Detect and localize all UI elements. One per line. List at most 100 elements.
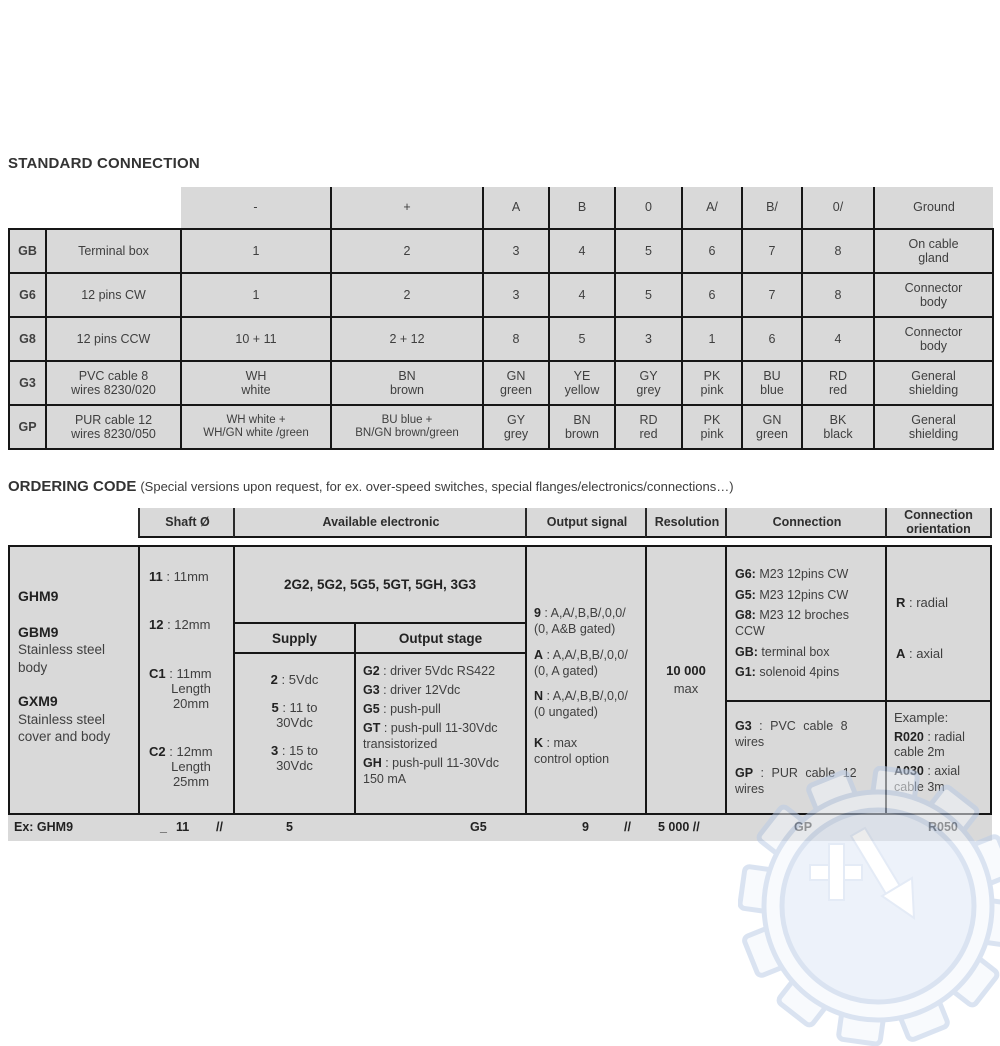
- option-extra: Length 20mm: [171, 680, 211, 711]
- option-desc: : A,A/,B,B/,0,0/ (0, A gated): [534, 647, 628, 678]
- option-code: 5: [271, 700, 279, 715]
- ord-supply-cell: 2 : 5Vdc 5 : 11 to 30Vdc 3 : 15 to 30Vdc: [233, 652, 356, 815]
- ord-shaft-cell: 11 : 11mm 12 : 12mm C1 : 11mm Length 20m…: [138, 545, 235, 815]
- option-code: 11: [149, 569, 163, 584]
- std-cell: 2: [330, 272, 484, 318]
- ord-output-stage-header: Output stage: [354, 622, 527, 654]
- ordering-code-heading: ORDERING CODE (Special versions upon requ…: [8, 478, 734, 495]
- std-cell: 6: [681, 228, 743, 274]
- example-label: Ex: GHM9: [14, 820, 74, 834]
- option-code: 9: [534, 606, 541, 620]
- std-cell: BU blue: [741, 360, 803, 406]
- ord-supply-header: Supply: [233, 622, 356, 654]
- std-cell: YE yellow: [548, 360, 616, 406]
- std-cell: PK pink: [681, 360, 743, 406]
- std-row-label: Terminal box: [45, 228, 182, 274]
- option-code: 2: [270, 672, 278, 687]
- ord-available-electronic-cell: 2G2, 5G2, 5G5, 5GT, 5GH, 3G3: [233, 545, 527, 624]
- supply-option: 5 : 11 to 30Vdc: [235, 700, 354, 730]
- example-header: Example:: [894, 710, 949, 725]
- option-desc: M23 12pins CW: [755, 587, 849, 602]
- example-stage: G5: [470, 820, 487, 834]
- orientation-option: R : radial: [896, 595, 988, 610]
- option-desc: : 15 to 30Vdc: [276, 743, 318, 773]
- std-header-b-inv: B/: [741, 187, 802, 230]
- std-header-row: - + A B 0 A/ B/ 0/ Ground: [9, 187, 993, 230]
- option-desc: : push-pull 11-30Vdc transistorized: [363, 721, 498, 751]
- table-row: GP PUR cable 12 wires 8230/050 WH white …: [8, 404, 994, 450]
- ordering-code-subtitle: (Special versions upon request, for ex. …: [140, 479, 734, 494]
- std-cell: 1: [180, 272, 332, 318]
- option-desc: solenoid 4pins: [755, 665, 840, 680]
- option-code: C2: [149, 743, 166, 759]
- orientation-example: A030 : axial cable 3m: [894, 764, 988, 795]
- ordering-code-title: ORDERING CODE: [8, 478, 137, 495]
- std-cell: 3: [482, 272, 550, 318]
- ord-connection-bottom-cell: G3 : PVC cable 8 wires GP : PUR cable 12…: [725, 700, 887, 815]
- output-stage-option: G2 : driver 5Vdc RS422: [363, 663, 521, 679]
- ord-header-shaft: Shaft Ø: [138, 508, 235, 538]
- option-desc: M23 12 broches CCW: [735, 608, 849, 638]
- ord-model-cell: GHM9 GBM9 Stainless steel body GXM9 Stai…: [8, 545, 140, 815]
- example-orientation: R050: [928, 820, 958, 834]
- example-underscore: _: [160, 820, 167, 834]
- std-row-code: G8: [8, 316, 47, 362]
- std-header-blank: [9, 187, 181, 229]
- ordering-code-table: Shaft Ø Available electronic Output sign…: [8, 508, 992, 841]
- std-cell: 8: [801, 272, 875, 318]
- std-cell-ground: Connector body: [873, 272, 994, 318]
- connection-option: G1: solenoid 4pins: [735, 665, 881, 681]
- example-resolution: 5 000 //: [658, 820, 700, 834]
- option-code: A030: [894, 764, 924, 779]
- option-desc: : radial cable 2m: [894, 729, 965, 760]
- std-cell: 10 + 11: [180, 316, 332, 362]
- ord-orientation-bottom-cell: Example: R020 : radial cable 2m A030 : a…: [885, 700, 992, 815]
- table-row: G3 PVC cable 8 wires 8230/020 WH white B…: [8, 360, 994, 406]
- resolution-unit: max: [673, 681, 699, 696]
- connection-option: GB: terminal box: [735, 645, 881, 661]
- option-desc: : max control option: [534, 735, 610, 766]
- supply-option: 3 : 15 to 30Vdc: [235, 743, 354, 773]
- std-cell-ground: Connector body: [873, 316, 994, 362]
- option-desc: : 11mm: [162, 569, 209, 584]
- std-cell: 3: [482, 228, 550, 274]
- std-cell: 7: [741, 228, 803, 274]
- option-code: G2: [363, 664, 380, 678]
- option-desc: : 12mm: [163, 617, 211, 633]
- option-desc: : 5Vdc: [277, 672, 319, 687]
- shaft-option: C1 : 11mm Length 20mm: [140, 666, 233, 711]
- option-code: GH: [363, 756, 382, 770]
- resolution-value: 10 000: [666, 662, 706, 678]
- std-cell: 5: [614, 272, 683, 318]
- option-code: G5:: [735, 587, 756, 602]
- std-cell: 2 + 12: [330, 316, 484, 362]
- connection-option: G3 : PVC cable 8 wires: [735, 718, 881, 751]
- example-supply: 5: [286, 820, 293, 834]
- std-header-b: B: [548, 187, 615, 230]
- std-cell: 2: [330, 228, 484, 274]
- option-code: GP: [735, 765, 754, 780]
- option-code: G3: [735, 719, 752, 733]
- shaft-option: 12 : 12mm: [140, 617, 233, 632]
- std-cell: GN green: [741, 404, 803, 450]
- option-desc: : driver 12Vdc: [379, 683, 461, 697]
- output-stage-option: GH : push-pull 11-30Vdc 150 mA: [363, 755, 521, 787]
- std-header-minus: -: [181, 187, 331, 230]
- std-header-a-inv: A/: [681, 187, 742, 230]
- option-desc: : driver 5Vdc RS422: [379, 664, 496, 678]
- example-signal: 9: [582, 820, 589, 834]
- std-cell: WH white: [180, 360, 332, 406]
- std-cell: 4: [801, 316, 875, 362]
- std-cell: GY grey: [614, 360, 683, 406]
- option-code: G8:: [735, 608, 756, 623]
- example-shaft: 11: [176, 820, 190, 834]
- option-code: R020: [894, 729, 924, 744]
- std-cell: BN brown: [330, 360, 484, 406]
- example-separator: //: [216, 820, 223, 834]
- ord-header-resolution: Resolution: [645, 508, 727, 538]
- option-code: GB:: [735, 644, 758, 659]
- std-cell: 8: [801, 228, 875, 274]
- option-code: A: [534, 647, 544, 662]
- ord-output-stage-cell: G2 : driver 5Vdc RS422 G3 : driver 12Vdc…: [354, 652, 527, 815]
- option-code: G1:: [735, 665, 756, 680]
